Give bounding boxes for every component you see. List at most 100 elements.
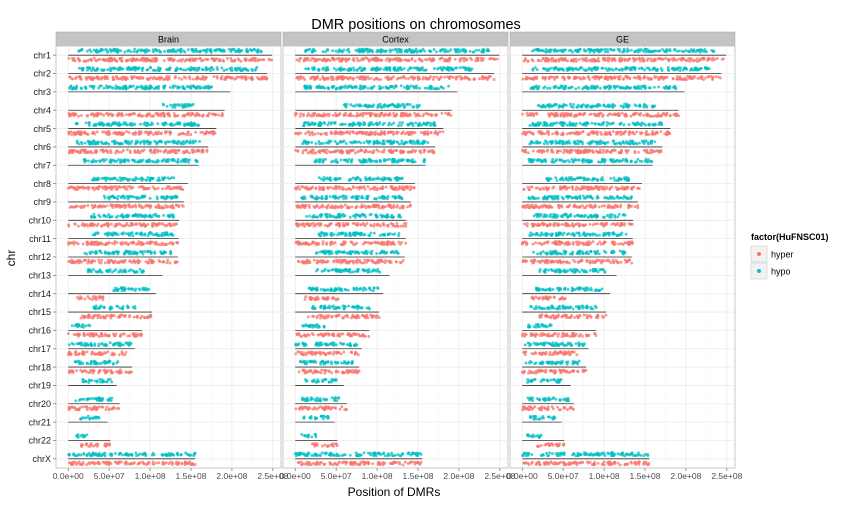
dmr-point-hyper [299, 57, 302, 60]
dmr-point-hyper [144, 187, 147, 190]
dmr-point-hypo [164, 231, 167, 234]
dmr-point-hypo [166, 105, 169, 108]
dmr-point-hypo [303, 85, 306, 88]
dmr-point-hypo [139, 233, 142, 236]
dmr-point-hyper [92, 295, 95, 298]
dmr-point-hyper [410, 58, 413, 61]
dmr-point-hypo [230, 67, 233, 70]
dmr-point-hypo [229, 50, 232, 53]
dmr-point-hypo [196, 124, 199, 127]
dmr-point-hypo [400, 177, 403, 180]
dmr-point-hypo [358, 123, 361, 126]
dmr-point-hyper [166, 185, 169, 188]
dmr-point-hypo [149, 142, 152, 145]
dmr-point-hypo [307, 141, 310, 144]
dmr-point-hyper [262, 58, 265, 61]
dmr-point-hyper [338, 112, 341, 115]
dmr-point-hyper [325, 148, 328, 151]
dmr-point-hyper [310, 131, 313, 134]
dmr-point-hypo [106, 51, 109, 54]
dmr-point-hyper [119, 260, 122, 263]
dmr-point-hypo [358, 103, 361, 106]
dmr-point-hypo [433, 48, 436, 51]
dmr-point-hypo [130, 453, 133, 456]
dmr-point-hypo [386, 158, 389, 161]
dmr-point-hyper [351, 77, 354, 80]
dmr-point-hypo [127, 160, 130, 163]
dmr-point-hypo [390, 103, 393, 106]
dmr-point-hypo [109, 307, 112, 310]
dmr-point-hypo [414, 122, 417, 125]
dmr-point-hypo [107, 213, 110, 216]
dmr-point-hyper [467, 78, 470, 81]
dmr-point-hyper [430, 113, 433, 116]
dmr-point-hyper [135, 223, 138, 226]
dmr-point-hyper [136, 463, 139, 466]
dmr-point-hyper [97, 223, 100, 226]
dmr-point-hyper [473, 77, 476, 80]
dmr-point-hyper [171, 206, 174, 209]
dmr-point-hyper [92, 77, 95, 80]
dmr-point-hyper [120, 133, 123, 136]
dmr-point-hypo [191, 49, 194, 52]
dmr-point-hypo [114, 452, 117, 455]
dmr-point-hypo [345, 142, 348, 145]
dmr-point-hypo [82, 453, 85, 456]
dmr-point-hyper [93, 205, 96, 208]
dmr-point-hyper [126, 148, 129, 151]
dmr-point-hypo [116, 289, 119, 292]
dmr-point-hypo [103, 360, 106, 363]
dmr-point-hypo [131, 234, 134, 237]
dmr-point-hyper [84, 298, 87, 301]
dmr-point-hypo [100, 305, 103, 308]
dmr-point-hypo [342, 140, 345, 143]
dmr-point-hyper [131, 224, 134, 227]
dmr-point-hyper [169, 57, 172, 60]
dmr-point-hypo [92, 233, 95, 236]
dmr-point-hyper [155, 77, 158, 80]
dmr-point-hypo [174, 50, 177, 53]
dmr-point-hyper [106, 151, 109, 154]
dmr-point-hypo [85, 121, 88, 124]
dmr-point-hyper [153, 222, 156, 225]
dmr-point-hypo [326, 68, 329, 71]
dmr-point-hypo [181, 85, 184, 88]
dmr-point-hyper [417, 78, 420, 81]
dmr-point-hypo [110, 381, 113, 384]
dmr-point-hypo [157, 176, 160, 179]
dmr-point-hypo [164, 142, 167, 145]
dmr-point-hypo [161, 159, 164, 162]
dmr-point-hyper [311, 57, 314, 60]
dmr-point-hypo [131, 288, 134, 291]
dmr-point-hyper [171, 461, 174, 464]
dmr-point-hyper [125, 113, 128, 116]
dmr-point-hyper [179, 132, 182, 135]
dmr-point-hypo [172, 85, 175, 88]
dmr-point-hypo [170, 233, 173, 236]
dmr-point-hyper [302, 113, 305, 116]
dmr-point-hyper [130, 462, 133, 465]
dmr-point-hypo [110, 397, 113, 400]
dmr-point-hyper [316, 76, 319, 79]
dmr-point-hypo [198, 140, 201, 143]
dmr-point-hyper [405, 112, 408, 115]
dmr-point-hypo [205, 49, 208, 52]
dmr-point-hyper [147, 241, 150, 244]
dmr-point-hyper [81, 224, 84, 227]
dmr-point-hypo [210, 85, 213, 88]
dmr-point-hyper [395, 113, 398, 116]
dmr-point-hypo [89, 85, 92, 88]
dmr-point-hyper [297, 185, 300, 188]
dmr-point-hypo [93, 123, 96, 126]
dmr-point-hyper [364, 75, 367, 78]
dmr-point-hyper [163, 463, 166, 466]
dmr-point-hypo [350, 86, 353, 89]
dmr-point-hyper [321, 188, 324, 191]
dmr-point-hypo [165, 197, 168, 200]
dmr-point-hypo [394, 84, 397, 87]
dmr-point-hyper [319, 58, 322, 61]
dmr-point-hypo [460, 48, 463, 51]
dmr-point-hypo [179, 51, 182, 54]
dmr-point-hypo [95, 252, 98, 255]
dmr-point-hyper [69, 352, 72, 355]
